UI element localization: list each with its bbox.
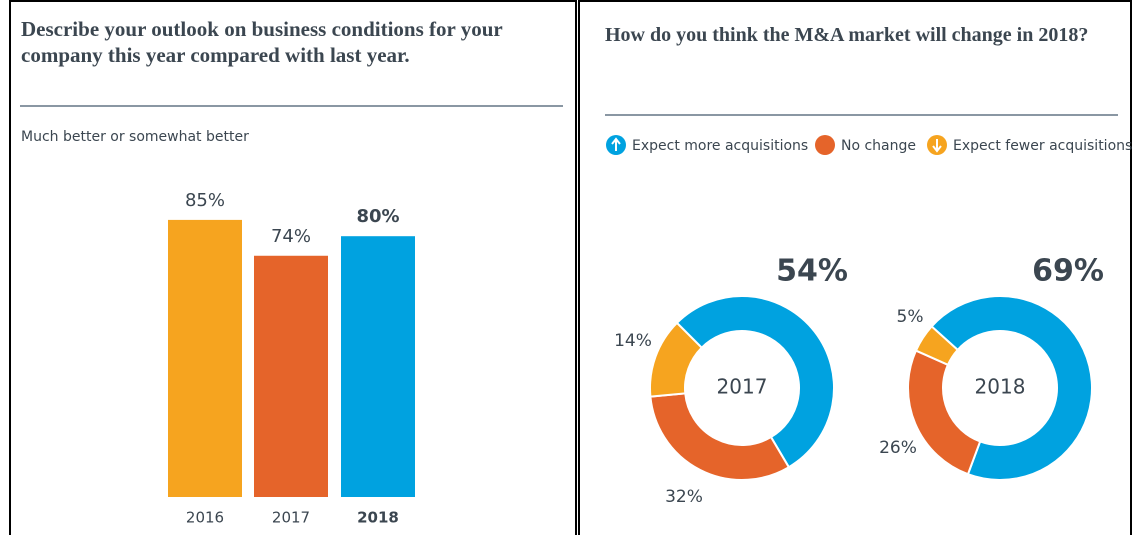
chart-title: How do you think the M&A market will cha… xyxy=(605,24,1089,46)
bar xyxy=(168,219,242,497)
value-label: 69% xyxy=(1032,254,1104,289)
donut-center-label: 2018 xyxy=(975,375,1026,399)
value-label: 26% xyxy=(879,438,917,458)
chart-title: Describe your outlook on business condit… xyxy=(21,17,503,67)
value-label: 80% xyxy=(356,206,399,227)
legend-label: Expect more acquisitions xyxy=(632,138,808,154)
value-label: 54% xyxy=(776,254,848,289)
legend-swatch xyxy=(815,135,835,155)
left-panel-border xyxy=(9,0,577,535)
donut-segment xyxy=(930,295,1093,481)
donut-center-label: 2017 xyxy=(717,375,768,399)
x-tick-label: 2017 xyxy=(272,509,310,527)
right-panel-border xyxy=(578,0,1132,535)
donut-segment xyxy=(649,392,791,481)
donut-segment xyxy=(649,321,704,398)
subtitle: Much better or somewhat better xyxy=(21,129,249,145)
x-tick-label: 2018 xyxy=(357,509,399,527)
donut-segment xyxy=(914,325,960,367)
legend-icon xyxy=(611,137,621,151)
value-label: 14% xyxy=(614,331,652,351)
x-tick-label: 2016 xyxy=(186,509,224,527)
donut-segment xyxy=(675,295,835,469)
value-label: 5% xyxy=(897,307,924,327)
value-label: 32% xyxy=(665,487,703,507)
legend-label: No change xyxy=(841,138,916,154)
bar xyxy=(341,236,415,497)
legend-label: Expect fewer acquisitions xyxy=(953,138,1132,154)
value-label: 74% xyxy=(271,226,311,247)
donut-segment xyxy=(907,349,982,476)
value-label: 85% xyxy=(185,190,225,211)
bar xyxy=(254,255,328,497)
legend-icon xyxy=(932,139,942,153)
